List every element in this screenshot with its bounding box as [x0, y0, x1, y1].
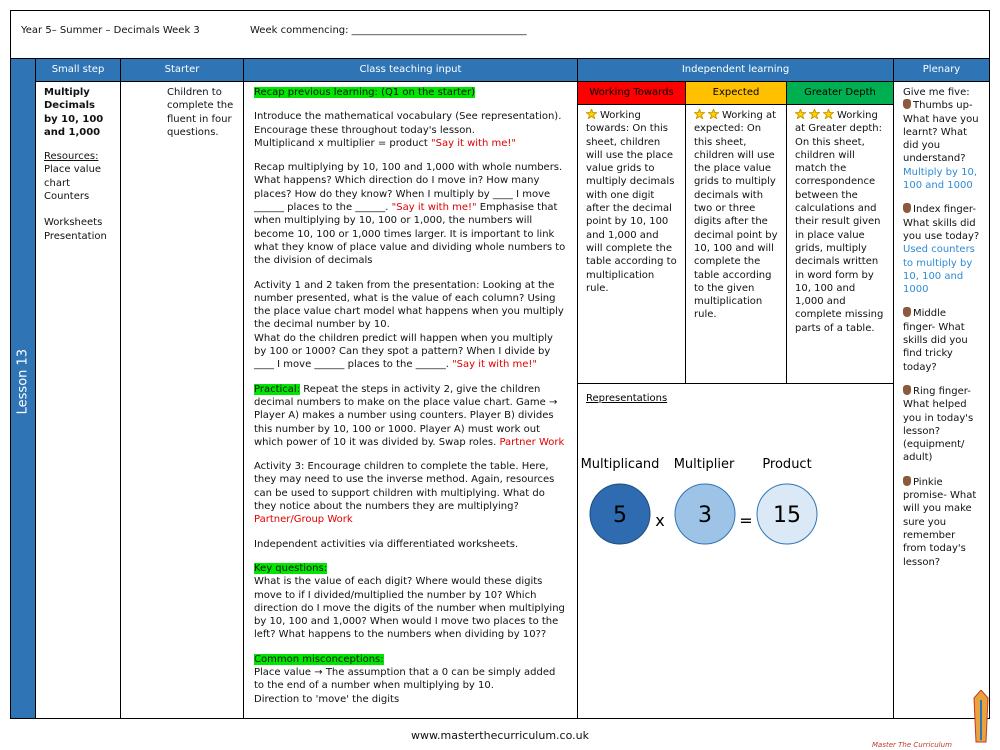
plenary: Give me five: Thumbs up- What have you l…: [893, 81, 990, 719]
sub-header: Expected: [685, 81, 787, 105]
blue-text: Used counters to multiply by 10, 100 and…: [903, 244, 975, 296]
rep-title: Representations: [586, 393, 667, 404]
red-text: "Say it with me!": [452, 359, 538, 371]
starter-text: Children to complete the fluent in four …: [167, 87, 234, 138]
lesson-label: Lesson 13: [15, 348, 31, 415]
text: Working at Greater depth: On this sheet,…: [795, 110, 884, 334]
text: Index finger- What skills did you use to…: [903, 204, 980, 242]
text: Place value → The assumption that a 0 ca…: [254, 666, 556, 692]
text: Emphasise that when multiplying by 10, 1…: [254, 202, 566, 267]
text: Working towards: On this sheet, children…: [586, 110, 677, 294]
resource: Place value chart: [44, 164, 102, 189]
gd-cell: Working at Greater depth: On this sheet,…: [786, 104, 894, 384]
sub-header: Greater Depth: [786, 81, 894, 105]
rep-number: 15: [773, 503, 801, 528]
col-header: Starter: [120, 58, 244, 82]
star: [809, 109, 820, 119]
red-text: "Say it with me!": [391, 202, 477, 214]
hand-icon: [903, 99, 911, 110]
resources-label: Resources:: [44, 151, 99, 163]
title: Year 5– Summer – Decimals Week 3: [21, 25, 200, 36]
col-header: Class teaching input: [243, 58, 578, 82]
text: Middle finger- What skills did you find …: [903, 308, 968, 373]
text: Pinkie promise- What will you make sure …: [903, 476, 977, 568]
col-header: Independent learning: [577, 58, 894, 82]
circle: [589, 483, 651, 545]
hand-icon: [903, 384, 911, 395]
star: [586, 109, 597, 119]
star: [795, 109, 806, 119]
text: Give me five:: [903, 87, 970, 98]
teaching: Recap previous learning: (Q1 on the star…: [243, 81, 578, 719]
representation-figure: Representations Multiplicand Multiplier …: [581, 393, 818, 545]
wt-cell: Working towards: On this sheet, children…: [577, 104, 686, 384]
circle: [674, 483, 736, 545]
step-title: Multiply Decimals by 10, 100 and 1,000: [44, 87, 104, 138]
rep-number: 5: [613, 503, 627, 528]
red-text: Partner Work: [499, 436, 565, 448]
blue-text: Multiply by 10, 100 and 1000: [903, 166, 978, 192]
text: Thumbs up- What have you learnt? What di…: [903, 100, 979, 165]
rep-label: Product: [762, 457, 811, 472]
red-text: "Say it with me!": [431, 137, 516, 149]
hand-icon: [903, 307, 911, 318]
highlight: Recap previous learning: (Q1 on the star…: [254, 87, 476, 98]
resource: Presentation: [44, 230, 107, 242]
text: Activity 1 and 2 taken from the presenta…: [254, 279, 564, 331]
footer-url: www.masterthecurriculum.co.uk: [411, 729, 589, 742]
sub-header: Working Towards: [577, 81, 686, 105]
star: [694, 109, 705, 119]
text: What do the children predict will happen…: [254, 332, 553, 371]
text: Repeat the steps in activity 2, give the…: [254, 383, 558, 448]
starter: Children to complete the fluent in four …: [120, 81, 244, 719]
rep-number: 3: [698, 503, 712, 528]
week: Week commencing: _______________________…: [250, 25, 527, 36]
text: Encourage these throughout today's lesso…: [254, 124, 475, 136]
red-text: Partner/Group Work: [254, 514, 353, 526]
text: What is the value of each digit? Where w…: [254, 576, 565, 641]
col-header: Plenary: [893, 58, 990, 82]
resource: Counters: [44, 191, 90, 203]
text: Independent activities via differentiate…: [254, 538, 519, 550]
star: [823, 109, 834, 119]
text: Introduce the mathematical vocabulary (S…: [254, 111, 562, 123]
brand: Master The Curriculum: [872, 741, 952, 749]
hand-icon: [903, 475, 911, 486]
text: Working at expected: On this sheet, chil…: [694, 110, 778, 321]
small-step: Multiply Decimals by 10, 100 and 1,000 R…: [35, 81, 121, 719]
highlight: Common misconceptions:: [254, 653, 384, 665]
rep-label: Multiplier: [674, 457, 735, 472]
hand-icon: [903, 203, 911, 214]
resource: Worksheets: [44, 217, 103, 229]
text: Ring finger- What helped you in today's …: [903, 385, 974, 464]
col-header: Small step: [35, 58, 121, 82]
representations: Representations Multiplicand Multiplier …: [577, 383, 894, 719]
text: Direction to 'move' the digits: [254, 693, 400, 705]
star: [708, 109, 719, 119]
highlight: Key questions:: [254, 562, 328, 574]
text: Activity 3: Encourage children to comple…: [254, 461, 555, 513]
lesson-band: [10, 58, 36, 719]
rep-op: =: [739, 511, 752, 530]
circle: [756, 483, 818, 545]
text: Multiplicand x multiplier = product: [254, 137, 432, 149]
rep-label: Multiplicand: [581, 457, 660, 472]
pencil-logo: [973, 690, 989, 743]
exp-cell: Working at expected: On this sheet, chil…: [685, 104, 787, 384]
text: Recap multiplying by 10, 100 and 1,000 w…: [254, 162, 563, 214]
highlight: Practical:: [254, 383, 301, 395]
rep-op: x: [655, 511, 664, 530]
